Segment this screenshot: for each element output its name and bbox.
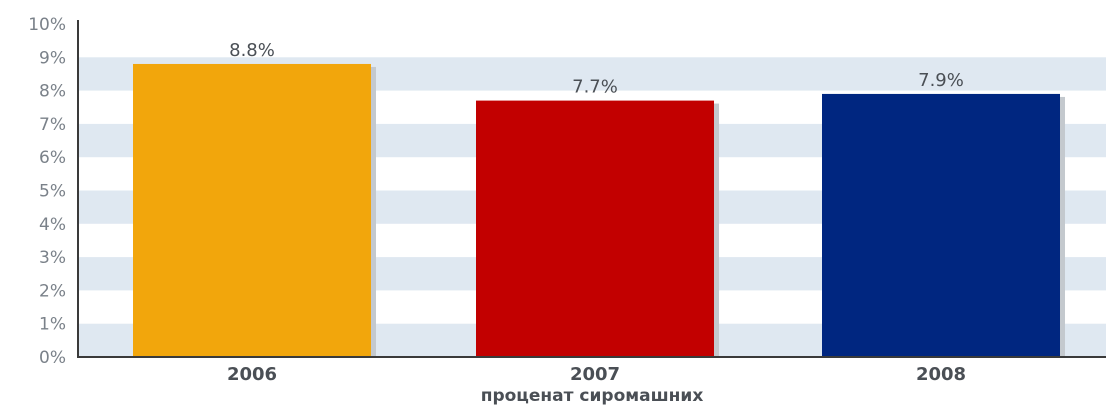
y-tick-label: 5% <box>39 182 66 202</box>
bar-2006 <box>133 63 371 358</box>
y-tick-label: 0% <box>39 348 66 368</box>
y-tick-label: 8% <box>39 82 66 102</box>
data-label-2006: 8.8% <box>229 40 275 61</box>
y-tick-label: 7% <box>39 115 66 135</box>
data-labels: 8.8% 7.7% 7.9% <box>229 40 964 98</box>
y-tick-label: 4% <box>39 215 66 235</box>
y-tick-label: 6% <box>39 148 66 168</box>
x-category-labels: 2006 2007 2008 <box>227 364 966 385</box>
axes <box>77 20 1106 358</box>
data-label-2007: 7.7% <box>572 77 618 98</box>
bar-2008 <box>822 93 1060 358</box>
y-tick-label: 1% <box>39 315 66 335</box>
x-axis-label: проценат сиромашних <box>481 386 704 406</box>
x-tick-label-2006: 2006 <box>227 364 277 385</box>
y-tick-labels: 0% 1% 2% 3% 4% 5% 6% 7% 8% 9% 10% <box>28 15 66 368</box>
bars <box>133 63 1060 358</box>
y-tick-label: 3% <box>39 248 66 268</box>
y-tick-label: 9% <box>39 48 66 68</box>
bar-2007 <box>476 100 714 357</box>
y-tick-label: 2% <box>39 281 66 301</box>
x-tick-label-2007: 2007 <box>570 364 620 385</box>
y-tick-label: 10% <box>28 15 66 35</box>
x-tick-label-2008: 2008 <box>916 364 966 385</box>
data-label-2008: 7.9% <box>918 70 964 91</box>
